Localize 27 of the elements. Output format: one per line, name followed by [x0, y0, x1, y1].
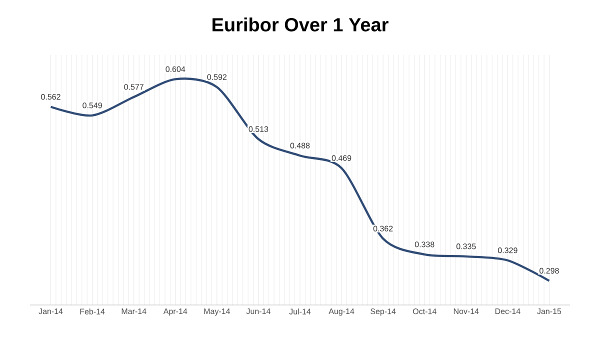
data-label: 0.362: [373, 226, 393, 232]
x-tick-label: Aug-14: [328, 308, 354, 316]
x-tick-label: Mar-14: [122, 308, 146, 314]
data-label: 0.488: [290, 142, 310, 148]
data-label: 0.469: [332, 155, 352, 161]
x-tick-label: Jan-14: [38, 308, 63, 314]
data-label: 0.513: [248, 126, 268, 132]
data-label: 0.335: [456, 244, 476, 250]
x-tick-label: Sep-14: [370, 308, 396, 316]
data-label: 0.592: [207, 74, 227, 80]
x-tick-label: Feb-14: [80, 308, 105, 314]
x-tick-label: Jun-14: [246, 308, 270, 314]
data-label: 0.338: [414, 242, 434, 248]
x-tick-label: Nov-14: [454, 308, 479, 314]
data-label: 0.549: [82, 102, 102, 108]
data-label: 0.562: [41, 94, 60, 100]
x-tick-label: Jul-14: [289, 308, 311, 314]
data-label: 0.298: [540, 268, 559, 274]
data-label: 0.604: [166, 66, 186, 72]
x-tick-label: Apr-14: [163, 308, 188, 316]
x-tick-label: Jan-15: [537, 308, 562, 314]
data-label: 0.329: [498, 248, 518, 254]
chart-title: Euribor Over 1 Year: [212, 18, 388, 32]
x-tick-label: Dec-14: [495, 308, 520, 314]
data-label: 0.577: [124, 84, 144, 90]
x-tick-label: Oct-14: [412, 308, 436, 314]
x-tick-label: May-14: [204, 308, 230, 316]
